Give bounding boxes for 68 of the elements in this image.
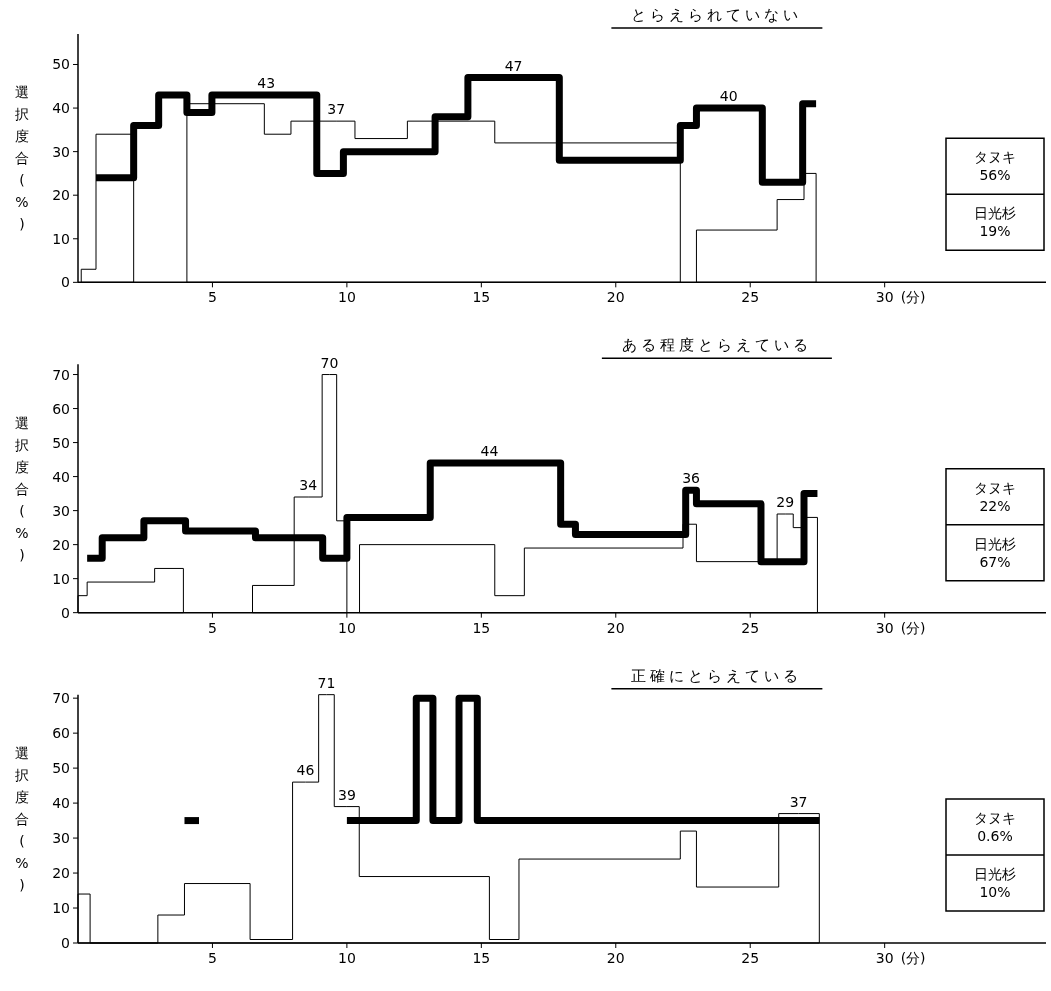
x-tick-label: 5 (207, 619, 217, 636)
x-tick-label: 5 (207, 289, 217, 306)
x-tick-label: 5 (207, 950, 217, 966)
y-tick-label: 0 (61, 935, 70, 951)
y-tick-label: 0 (61, 274, 70, 291)
data-label: 71 (317, 674, 336, 691)
y-tick-label: 50 (52, 434, 70, 451)
chart-title: 正確にとらえている (631, 666, 803, 685)
y-tick-label: 40 (52, 795, 70, 812)
y-tick-label: 30 (52, 830, 70, 847)
data-label: 47 (504, 57, 523, 74)
data-label: 46 (296, 762, 315, 779)
y-tick-label: 60 (52, 400, 70, 417)
x-tick-label: 10 (337, 289, 356, 306)
y-tick-label: 10 (52, 570, 70, 587)
data-label: 36 (682, 470, 701, 487)
y-tick-label: 50 (52, 56, 70, 73)
annotation: 日光杉 10% (974, 865, 1016, 900)
chart-title: とらえられていない (631, 6, 803, 24)
x-tick-label: 30 (875, 950, 894, 966)
x-tick-label: 10 (337, 619, 356, 636)
x-tick-label: 25 (741, 289, 760, 306)
y-tick-label: 0 (61, 604, 70, 621)
y-tick-label: 70 (52, 366, 70, 383)
data-label: 34 (299, 477, 318, 493)
annotation: タヌキ 22% (974, 479, 1016, 514)
data-label: 37 (789, 793, 808, 810)
y-axis-title: 選択度合(%) (15, 414, 29, 563)
annotation: タヌキ 56% (974, 149, 1016, 184)
y-tick-label: 20 (52, 187, 70, 204)
x-tick-label: 30 (875, 619, 894, 636)
y-tick-label: 30 (52, 143, 70, 160)
y-axis-title: 選択度合(%) (15, 744, 29, 893)
data-label: 29 (776, 494, 795, 511)
x-tick-label: 15 (472, 619, 491, 636)
x-tick-label: 20 (606, 619, 625, 636)
y-tick-label: 60 (52, 725, 70, 742)
annotation: 日光杉 67% (974, 535, 1016, 570)
annotation: タヌキ 0.6% (974, 809, 1016, 844)
data-label: 70 (320, 354, 339, 371)
y-tick-label: 30 (52, 502, 70, 519)
x-tick-label: 25 (741, 619, 760, 636)
y-tick-label: 40 (52, 100, 70, 117)
y-tick-label: 50 (52, 760, 70, 777)
annotation: 日光杉 19% (974, 205, 1016, 240)
x-axis-title: (分) (900, 950, 926, 966)
x-tick-label: 10 (337, 950, 356, 966)
x-tick-label: 15 (472, 289, 491, 306)
y-tick-label: 70 (52, 690, 70, 707)
y-tick-label: 10 (52, 900, 70, 917)
y-tick-label: 10 (52, 230, 70, 247)
x-tick-label: 20 (606, 289, 625, 306)
x-tick-label: 30 (875, 289, 894, 306)
x-tick-label: 25 (741, 950, 760, 966)
x-axis-title: (分) (900, 619, 926, 636)
data-label: 37 (327, 101, 346, 118)
data-label: 44 (480, 442, 499, 459)
data-label: 39 (337, 786, 356, 803)
y-tick-label: 20 (52, 865, 70, 882)
data-label: 43 (257, 74, 276, 91)
data-label: 40 (719, 88, 738, 105)
y-axis-title: 選択度合(%) (15, 84, 29, 233)
x-tick-label: 15 (472, 950, 491, 966)
y-tick-label: 20 (52, 536, 70, 553)
x-tick-label: 20 (606, 950, 625, 966)
y-tick-label: 40 (52, 468, 70, 485)
chart-title: ある程度とらえている (621, 336, 812, 355)
x-axis-title: (分) (900, 289, 926, 306)
